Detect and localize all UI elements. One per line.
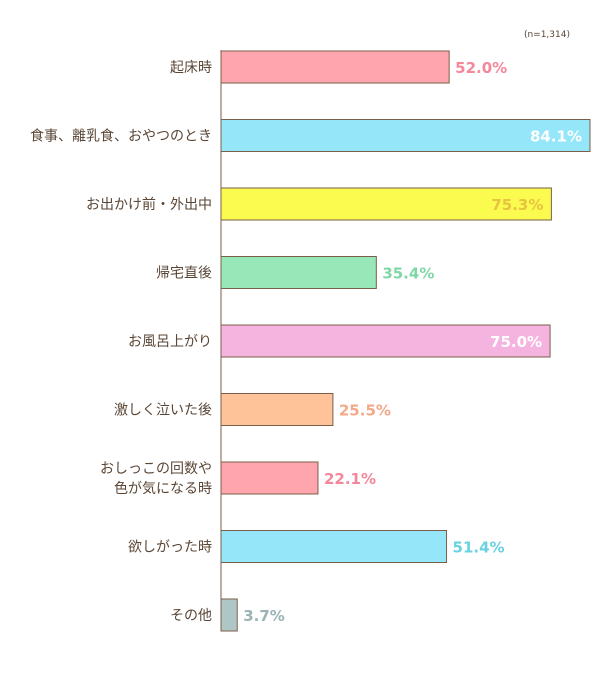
bar <box>220 461 319 495</box>
category-label: お風呂上がり <box>128 334 212 350</box>
bar <box>220 530 448 563</box>
bar <box>220 50 450 84</box>
value-label: 51.4% <box>453 539 505 557</box>
category-label: 食事、離乳食、おやつのとき <box>30 128 212 145</box>
category-label: 色が気になる時 <box>114 480 212 497</box>
sample-size-note: (n=1,314) <box>524 30 570 40</box>
value-label: 3.7% <box>243 607 285 625</box>
value-label: 84.1% <box>530 128 582 146</box>
bar <box>220 119 591 152</box>
bar <box>220 256 377 289</box>
bar <box>220 187 552 221</box>
value-label: 22.1% <box>324 470 376 488</box>
category-label: 起床時 <box>170 60 212 76</box>
bars-group: 起床時 52.0% 食事、離乳食、おやつのとき 84.1% お出かけ前・外出中 75.3%… <box>30 50 591 632</box>
bar <box>220 598 238 632</box>
bar <box>220 393 334 426</box>
category-label: その他 <box>170 608 212 624</box>
value-label: 75.0% <box>490 333 542 351</box>
category-label: 激しく泣いた後 <box>114 402 212 419</box>
bar <box>220 324 551 358</box>
category-label: お出かけ前・外出中 <box>86 196 212 213</box>
category-label: おしっこの回数や <box>100 461 212 477</box>
value-label: 25.5% <box>339 402 391 420</box>
value-label: 75.3% <box>491 196 543 214</box>
value-label: 52.0% <box>455 59 507 77</box>
category-label: 欲しがった時 <box>128 540 212 556</box>
value-label: 35.4% <box>382 265 434 283</box>
category-label: 帰宅直後 <box>156 265 212 282</box>
